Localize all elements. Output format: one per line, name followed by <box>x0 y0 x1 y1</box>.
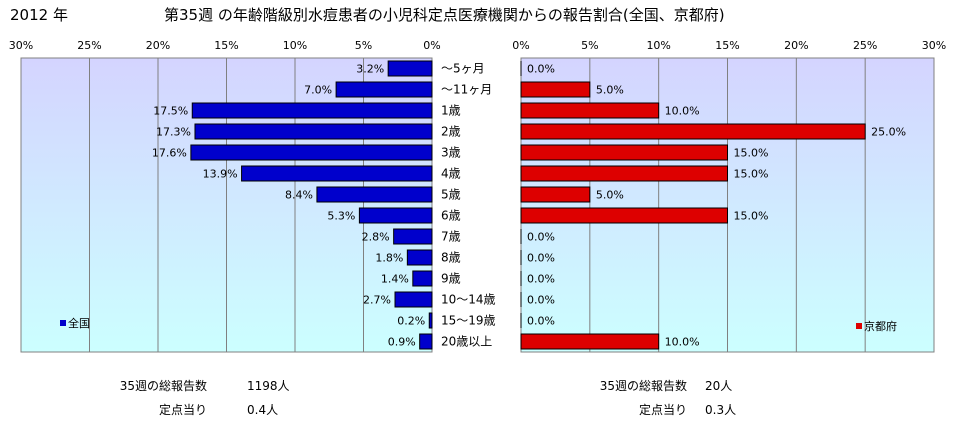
kyoto-value-label: 5.0% <box>596 189 624 202</box>
kyoto-value-label: 15.0% <box>734 168 769 181</box>
national-bar <box>428 312 433 329</box>
national-bar <box>393 228 433 245</box>
national-bar <box>190 144 433 161</box>
national-panel: 30% 25% 20% 15% 10% 5% 0% 3.2% 7.0% 17.5% 17.3% 17.… <box>9 39 441 353</box>
kyoto-x-tick-label: 20% <box>784 39 808 52</box>
kyoto-bar <box>520 102 660 119</box>
kyoto-panel: 0% 5% 10% 15% 20% 25% 30% 0.0% 5.0% 10.0% 25.0% 15.… <box>512 39 946 353</box>
kyoto-x-tick-label: 10% <box>646 39 670 52</box>
national-value-label: 0.9% <box>388 336 416 349</box>
national-value-label: 5.3% <box>327 210 355 223</box>
category-label: 15～19歳 <box>441 314 496 328</box>
kyoto-value-label: 0.0% <box>527 252 555 265</box>
year-label: 2012 年 <box>10 6 68 24</box>
kyoto-bar <box>520 165 728 182</box>
national-bar <box>241 165 433 182</box>
national-value-label: 1.8% <box>375 252 403 265</box>
national-value-label: 7.0% <box>304 84 332 97</box>
kyoto-x-tick-label: 5% <box>581 39 598 52</box>
national-bar <box>406 249 433 266</box>
national-bar <box>191 102 433 119</box>
kyoto-total-value: 20人 <box>705 379 732 393</box>
national-legend-label: 全国 <box>68 316 90 330</box>
category-label: 20歳以上 <box>441 335 492 349</box>
kyoto-bar <box>520 123 866 140</box>
national-x-tick-label: 10% <box>283 39 307 52</box>
category-label: 10～14歳 <box>441 293 496 307</box>
kyoto-bar <box>520 81 591 98</box>
national-total-value: 1198人 <box>247 379 290 393</box>
national-bar <box>335 81 433 98</box>
kyoto-legend-label: 京都府 <box>864 319 897 333</box>
national-value-label: 13.9% <box>203 168 238 181</box>
kyoto-bar <box>520 186 591 203</box>
category-label: 6歳 <box>441 209 461 223</box>
national-value-label: 17.6% <box>152 147 187 160</box>
kyoto-x-tick-label: 0% <box>512 39 529 52</box>
category-label: 3歳 <box>441 146 461 160</box>
kyoto-legend-swatch <box>856 323 862 329</box>
national-bar <box>412 270 433 287</box>
kyoto-value-label: 0.0% <box>527 273 555 286</box>
category-label: 2歳 <box>441 125 461 139</box>
kyoto-per-point-label: 定点当り <box>639 402 687 417</box>
national-value-label: 17.5% <box>153 105 188 118</box>
kyoto-value-label: 15.0% <box>734 210 769 223</box>
national-x-tick-label: 30% <box>9 39 33 52</box>
category-label: ～11ヶ月 <box>441 83 492 97</box>
kyoto-total-label: 35週の総報告数 <box>600 378 687 393</box>
national-value-label: 0.2% <box>397 315 425 328</box>
category-labels: ～5ヶ月 ～11ヶ月 1歳 2歳 3歳 4歳 5歳 6歳 7歳 8歳 9歳 10～14歳 15～19歳 2… <box>441 62 496 349</box>
category-label: ～5ヶ月 <box>441 62 485 76</box>
national-value-label: 3.2% <box>356 63 384 76</box>
kyoto-per-point-value: 0.3人 <box>705 403 736 417</box>
national-value-label: 8.4% <box>285 189 313 202</box>
kyoto-x-tick-label: 25% <box>853 39 877 52</box>
national-per-point-value: 0.4人 <box>247 403 278 417</box>
national-x-tick-label: 0% <box>423 39 440 52</box>
national-bar <box>316 186 433 203</box>
national-value-label: 17.3% <box>156 126 191 139</box>
national-per-point-label: 定点当り <box>159 402 207 417</box>
national-total-label: 35週の総報告数 <box>120 378 207 393</box>
national-x-tick-label: 20% <box>146 39 170 52</box>
national-x-tick-label: 15% <box>214 39 238 52</box>
kyoto-bar <box>520 144 728 161</box>
national-x-tick-label: 5% <box>355 39 372 52</box>
national-x-tick-label: 25% <box>77 39 101 52</box>
national-value-label: 2.8% <box>362 231 390 244</box>
chart-title: 第35週 の年齢階級別水痘患者の小児科定点医療機関からの報告割合(全国、京都府) <box>164 6 725 24</box>
kyoto-bar <box>520 333 660 350</box>
kyoto-x-tick-label: 15% <box>715 39 739 52</box>
category-label: 9歳 <box>441 272 461 286</box>
national-value-label: 1.4% <box>381 273 409 286</box>
kyoto-value-label: 25.0% <box>871 126 906 139</box>
national-bar <box>394 291 433 308</box>
kyoto-value-label: 0.0% <box>527 231 555 244</box>
national-legend-swatch <box>60 320 66 326</box>
national-bar <box>194 123 433 140</box>
category-label: 5歳 <box>441 188 461 202</box>
kyoto-value-label: 0.0% <box>527 294 555 307</box>
kyoto-value-label: 0.0% <box>527 63 555 76</box>
national-bar <box>419 333 433 350</box>
category-label: 8歳 <box>441 251 461 265</box>
national-value-label: 2.7% <box>363 294 391 307</box>
kyoto-value-label: 10.0% <box>665 105 700 118</box>
category-label: 4歳 <box>441 167 461 181</box>
category-label: 1歳 <box>441 104 461 118</box>
kyoto-x-tick-label: 30% <box>922 39 946 52</box>
kyoto-value-label: 10.0% <box>665 336 700 349</box>
national-bar <box>358 207 433 224</box>
kyoto-bar <box>520 207 728 224</box>
kyoto-value-label: 5.0% <box>596 84 624 97</box>
kyoto-value-label: 15.0% <box>734 147 769 160</box>
category-label: 7歳 <box>441 230 461 244</box>
kyoto-value-label: 0.0% <box>527 315 555 328</box>
national-bar <box>387 60 433 77</box>
